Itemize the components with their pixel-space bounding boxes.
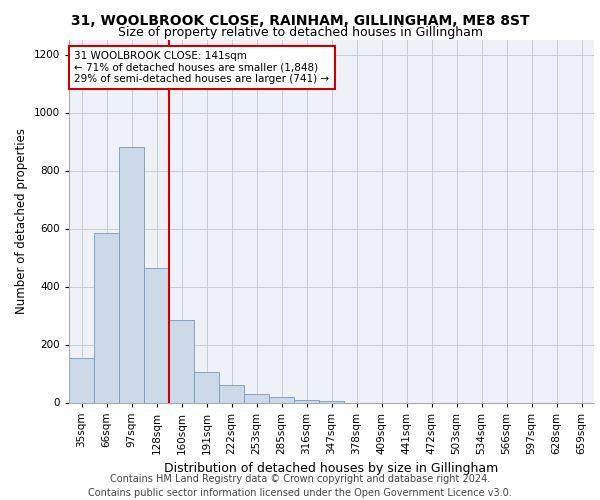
Text: 31, WOOLBROOK CLOSE, RAINHAM, GILLINGHAM, ME8 8ST: 31, WOOLBROOK CLOSE, RAINHAM, GILLINGHAM… [71,14,529,28]
Y-axis label: Number of detached properties: Number of detached properties [15,128,28,314]
Bar [119,148,144,402]
Bar [244,394,269,402]
Bar [319,401,344,402]
Bar [219,384,244,402]
Text: Size of property relative to detached houses in Gillingham: Size of property relative to detached ho… [118,26,482,39]
Bar [94,233,119,402]
Text: Contains HM Land Registry data © Crown copyright and database right 2024.
Contai: Contains HM Land Registry data © Crown c… [88,474,512,498]
Bar [169,320,194,402]
Text: 31 WOOLBROOK CLOSE: 141sqm
← 71% of detached houses are smaller (1,848)
29% of s: 31 WOOLBROOK CLOSE: 141sqm ← 71% of deta… [74,51,329,84]
Bar [69,358,94,403]
Bar [294,400,319,402]
Bar [269,398,294,402]
Bar [194,372,219,402]
X-axis label: Distribution of detached houses by size in Gillingham: Distribution of detached houses by size … [164,462,499,475]
Bar [144,268,169,402]
